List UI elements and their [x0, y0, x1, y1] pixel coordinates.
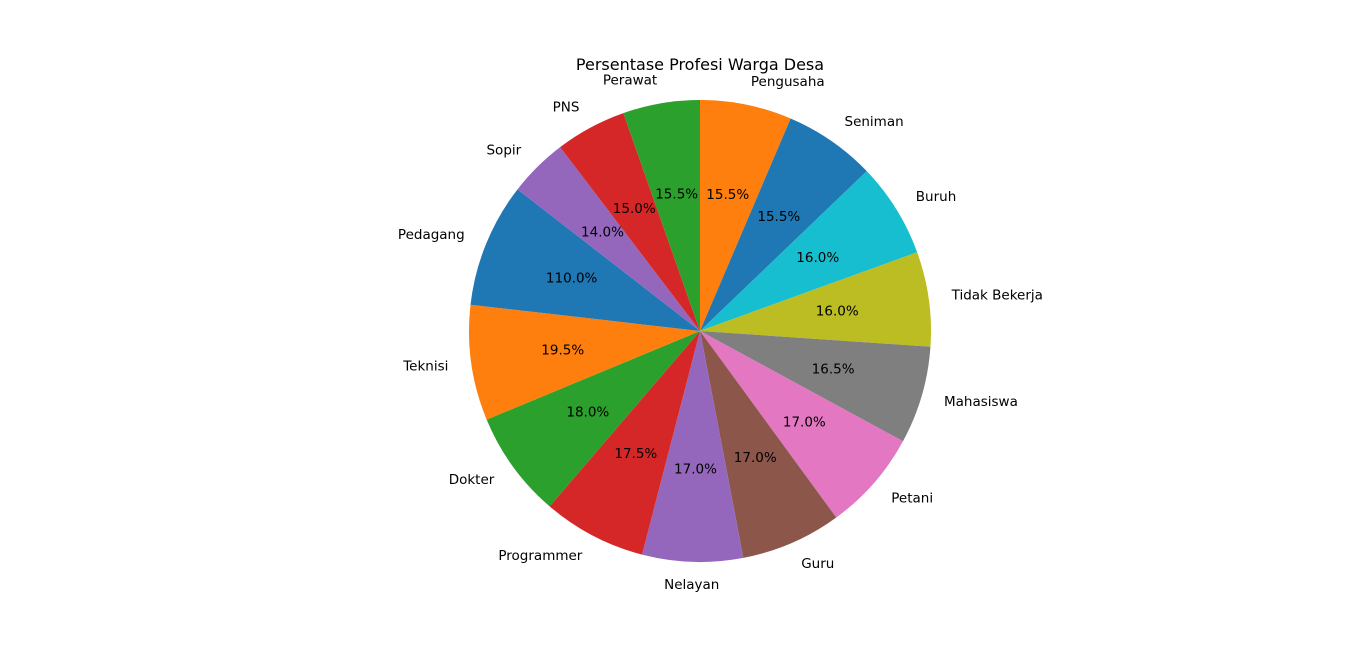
pie-slice [549, 331, 700, 555]
slice-label: Petani [891, 490, 933, 506]
slice-label: Mahasiswa [944, 394, 1018, 410]
slice-percentage-label: 16.0% [796, 250, 839, 266]
pie-slice [642, 331, 744, 562]
slice-percentage-label: 18.0% [566, 404, 609, 420]
slice-label: Dokter [449, 472, 495, 488]
pie-slice [700, 100, 791, 331]
slice-label: Pedagang [398, 227, 465, 243]
slice-percentage-label: 14.0% [581, 225, 624, 241]
slice-percentage-label: 17.5% [614, 446, 657, 462]
slice-percentage-label: 110.0% [546, 271, 598, 287]
slice-label: Pengusaha [751, 74, 825, 90]
slice-percentage-label: 17.0% [734, 450, 777, 466]
pie-slice [700, 331, 903, 518]
pie-slices [468, 100, 931, 562]
slice-percentage-label: 17.0% [783, 414, 826, 430]
slice-label: Nelayan [664, 577, 719, 593]
pie-slice [470, 189, 700, 331]
slice-percentage-label: 15.5% [655, 186, 698, 202]
slice-percentage-label: 19.5% [541, 342, 584, 358]
chart-title: Persentase Profesi Warga Desa [576, 55, 824, 74]
slice-percentage-label: 15.5% [757, 209, 800, 225]
slice-label: Guru [801, 556, 834, 572]
slice-label: Seniman [845, 114, 904, 130]
pie-slice [700, 118, 867, 331]
pie-labels: Pengusaha 15.5% Seniman 15.5% Buruh 16.0% Tida… [398, 73, 1043, 593]
slice-label: PNS [553, 99, 580, 115]
pie-slice [560, 113, 700, 331]
pie-slice [700, 171, 918, 331]
pie-slice [700, 331, 931, 442]
pie-slice [700, 331, 837, 558]
slice-label: Sopir [486, 142, 521, 158]
pie-slice [700, 252, 931, 347]
slice-percentage-label: 16.0% [816, 304, 859, 320]
slice-percentage-label: 17.0% [674, 462, 717, 478]
slice-label: Tidak Bekerja [951, 288, 1043, 304]
slice-label: Programmer [498, 548, 582, 564]
slice-label: Teknisi [402, 358, 448, 374]
pie-slice [486, 331, 700, 507]
slice-label: Perawat [603, 73, 657, 89]
slice-percentage-label: 15.0% [613, 201, 656, 217]
pie-slice [623, 100, 700, 331]
slice-label: Buruh [916, 189, 956, 205]
slice-percentage-label: 15.5% [706, 187, 749, 203]
pie-slice [468, 304, 700, 420]
slice-percentage-label: 16.5% [812, 362, 855, 378]
pie-slice [517, 147, 700, 331]
